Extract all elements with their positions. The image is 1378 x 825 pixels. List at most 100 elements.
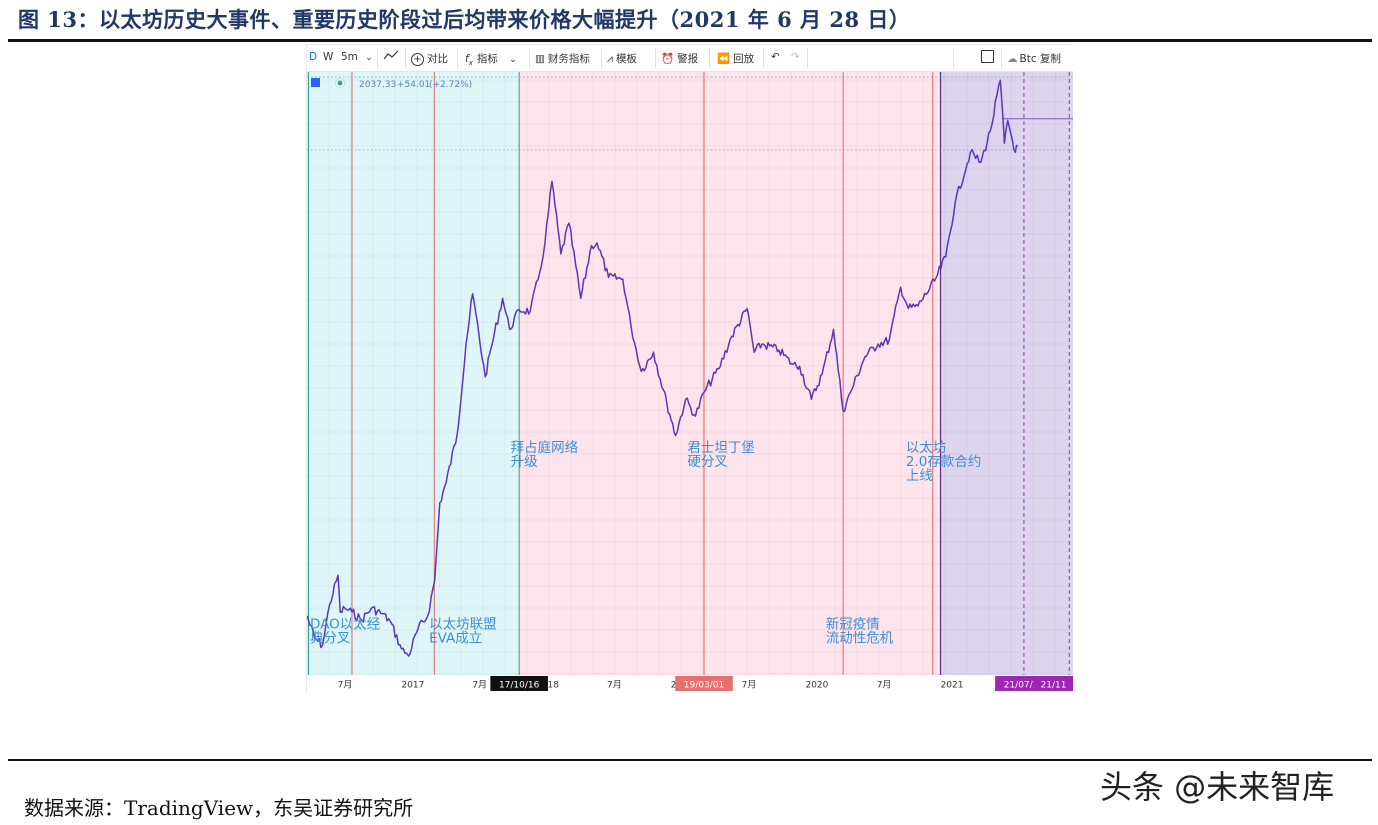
figure-title: 图 13：以太坊历史大事件、重要历史阶段过后均带来价格大幅提升（2021 年 6… (18, 7, 911, 32)
title-divider (8, 39, 1372, 42)
price-series (307, 79, 1018, 657)
save-copy-button[interactable]: ☁ Btc 复制 (1007, 51, 1061, 66)
legend-change: +54.01 (397, 80, 430, 90)
interval-5m-button[interactable]: 5m ⌄ (341, 51, 373, 63)
cloud-icon: ☁ (1007, 53, 1018, 65)
event-annotation-line: DAO以太经 (310, 617, 381, 633)
event-annotation-line: 升级 (511, 454, 538, 470)
toolbar-separator (405, 48, 406, 68)
event-annotation-line: 新冠疫情 (826, 617, 880, 633)
fullscreen-icon (981, 50, 994, 63)
price-chart[interactable]: DAO以太经典分叉 以太坊联盟 EVA成立 拜占庭网络升级 君士坦丁堡硬分叉新冠疫情流动… (307, 72, 1073, 692)
x-tick-label: 7月 (472, 680, 487, 691)
x-axis-date-tag-label: 21/07/15 (1004, 681, 1044, 691)
x-tick-label: 2017 (401, 681, 424, 691)
chart-panel: D W 5m ⌄ + 对比 fx 指标 ⌄ ▥ 财务指标 ⩘ 模板 ⏰ 警报 (306, 44, 1073, 692)
toolbar-separator (953, 48, 954, 68)
toolbar-separator (457, 48, 458, 68)
alert-label: 警报 (677, 53, 699, 65)
indicators-label: 指标 (476, 53, 498, 65)
plus-circle-icon: + (411, 53, 424, 66)
event-annotation: DAO以太经典分叉 (310, 617, 381, 647)
flag-icon[interactable] (311, 78, 320, 87)
compare-label: 对比 (427, 53, 448, 65)
template-icon: ⩘ (607, 53, 613, 65)
phase-band-2 (519, 72, 941, 675)
x-tick-label: 7月 (877, 680, 892, 691)
reference-lines (307, 76, 1073, 151)
chart-toolbar: D W 5m ⌄ + 对比 fx 指标 ⌄ ▥ 财务指标 ⩘ 模板 ⏰ 警报 (307, 45, 1073, 72)
event-annotation-line: 以太坊联盟 (429, 617, 497, 633)
x-tick-label: 2021 (941, 681, 964, 691)
event-annotations: DAO以太经典分叉 以太坊联盟 EVA成立 拜占庭网络升级 君士坦丁堡硬分叉新冠疫情流动… (310, 439, 981, 647)
x-axis-date-tag-label: 19/03/01 (684, 681, 724, 691)
event-annotation-line: 2.0存款合约 (906, 454, 981, 470)
x-axis-date-tag-label: 21/11 (1041, 681, 1067, 691)
x-tick-label: 7月 (742, 680, 757, 691)
bar-chart-icon: ▥ (535, 53, 545, 65)
replay-label: 回放 (733, 53, 755, 65)
undo-icon: ↶ (771, 51, 780, 63)
event-annotation-line: 典分叉 (310, 631, 351, 647)
toolbar-separator (601, 48, 602, 68)
toolbar-separator (529, 48, 530, 68)
event-annotation: 以太坊 2.0存款合约上线 (906, 440, 981, 484)
financials-label: 财务指标 (547, 53, 590, 65)
alert-button[interactable]: ⏰ 警报 (661, 51, 698, 66)
toolbar-separator (807, 48, 808, 68)
status-dot-inner-icon (337, 80, 343, 86)
toolbar-separator (709, 48, 710, 68)
x-axis: 7月20177月20187月20197月20207月202117/10/1619… (307, 675, 1073, 692)
chevron-down-icon: ⌄ (509, 55, 517, 65)
toolbar-separator (377, 48, 378, 68)
chart-legend: 2037.33 +54.01 (+2.72%) (311, 78, 472, 90)
event-annotation-line: 君士坦丁堡 (687, 440, 755, 456)
price-line (307, 79, 1018, 657)
event-lines (351, 72, 1070, 675)
x-axis-date-tag-label: 17/10/16 (499, 681, 540, 691)
event-annotation: 君士坦丁堡硬分叉 (687, 440, 755, 470)
alarm-icon: ⏰ (661, 53, 675, 65)
event-annotation-line: 硬分叉 (687, 454, 728, 470)
legend-value: 2037.33 (359, 80, 396, 90)
interval-d-button[interactable]: D (309, 51, 318, 63)
interval-5m-label: 5m (341, 51, 358, 63)
x-tick-label: 7月 (607, 680, 622, 691)
x-axis-date-tag (490, 676, 548, 691)
fx-icon: fx (465, 53, 473, 68)
phase-band-1 (307, 72, 520, 675)
redo-icon: ↷ (791, 51, 800, 63)
interval-w-button[interactable]: W (323, 51, 334, 63)
source-note: 数据来源：TradingView，东吴证券研究所 (24, 796, 414, 820)
rewind-icon: ⏪ (717, 53, 731, 65)
financials-button[interactable]: ▥ 财务指标 (535, 51, 590, 66)
x-axis-date-tag (675, 676, 733, 691)
x-tick-label: 2020 (805, 681, 828, 691)
fullscreen-button[interactable] (981, 50, 994, 66)
undo-button[interactable]: ↶ (771, 51, 780, 63)
event-annotation: 新冠疫情流动性危机 (826, 617, 894, 647)
indicators-button[interactable]: fx 指标 ⌄ (465, 51, 517, 67)
phase-backgrounds (307, 72, 1073, 675)
replay-button[interactable]: ⏪ 回放 (717, 51, 754, 66)
templates-label: 模板 (615, 53, 637, 65)
toolbar-separator (655, 48, 656, 68)
event-annotation-line: 拜占庭网络 (511, 439, 579, 456)
event-annotation-line: 流动性危机 (826, 631, 894, 647)
toolbar-separator (763, 48, 764, 68)
phase-band-3 (940, 72, 1073, 675)
templates-button[interactable]: ⩘ 模板 (607, 51, 637, 66)
redo-button[interactable]: ↷ (791, 51, 800, 63)
chevron-down-icon: ⌄ (365, 53, 373, 63)
compare-button[interactable]: + 对比 (411, 51, 448, 66)
x-axis-date-tag (1034, 676, 1073, 691)
event-annotation: 拜占庭网络升级 (511, 439, 579, 470)
toolbar-separator (1001, 48, 1002, 68)
footer-divider (8, 759, 1372, 761)
line-style-icon (383, 50, 399, 60)
chart-style-button[interactable] (383, 49, 399, 66)
legend-change-pct: (+2.72%) (429, 80, 472, 90)
x-tick-label: 7月 (338, 680, 353, 691)
event-annotation-line: 以太坊 (906, 440, 947, 456)
watermark: 头条 @未来智库 (1100, 768, 1335, 806)
